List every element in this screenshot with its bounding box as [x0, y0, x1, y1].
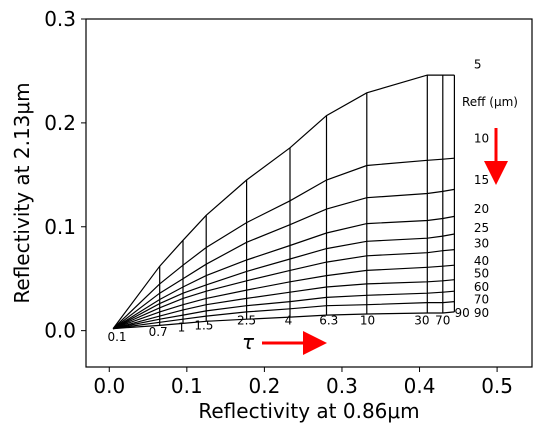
- reff-label: 70: [474, 292, 489, 306]
- tau-label: 70: [435, 313, 450, 327]
- y-tick-label: 0.2: [44, 111, 76, 135]
- x-tick-label: 0.0: [93, 374, 125, 398]
- reff-label: 50: [474, 267, 489, 281]
- tau-label: 90: [455, 306, 470, 320]
- reff-label: 15: [474, 173, 489, 187]
- tau-label: 0.7: [149, 325, 168, 339]
- reff-title: Reff (μm): [462, 95, 518, 109]
- reff-label: 25: [474, 221, 489, 235]
- reff-label: 20: [474, 202, 489, 216]
- tau-symbol: τ: [242, 330, 255, 354]
- tau-label: 2.5: [237, 313, 256, 327]
- lut-grid: [112, 74, 455, 330]
- y-tick-label: 0.3: [44, 7, 76, 31]
- tau-label: 6.3: [319, 313, 338, 327]
- tau-label: 1.5: [194, 319, 213, 333]
- tau-label: 0.1: [107, 330, 126, 344]
- x-tick-label: 0.3: [326, 374, 358, 398]
- x-axis-label: Reflectivity at 0.86μm: [198, 399, 419, 423]
- x-axis-ticks: 0.0 0.1 0.2 0.3 0.4 0.5: [93, 367, 513, 398]
- plot-frame: [85, 18, 533, 368]
- x-tick-label: 0.1: [171, 374, 203, 398]
- y-tick-label: 0.1: [44, 215, 76, 239]
- reff-label: 10: [474, 131, 489, 145]
- reff-label: 60: [474, 280, 489, 294]
- tau-label: 1: [178, 321, 186, 335]
- x-tick-label: 0.5: [481, 374, 513, 398]
- y-axis-label: Reflectivity at 2.13μm: [10, 82, 34, 303]
- tau-label: 10: [360, 313, 375, 327]
- tau-label: 30: [414, 313, 429, 327]
- reff-curve-15: [112, 188, 455, 330]
- y-axis-ticks: 0.0 0.1 0.2 0.3: [44, 7, 86, 343]
- x-tick-label: 0.2: [248, 374, 280, 398]
- reff-label: 5: [474, 58, 482, 72]
- tau-label: 4: [285, 313, 293, 327]
- reff-label: 30: [474, 236, 489, 250]
- reff-label: 40: [474, 254, 489, 268]
- tau-labels: 0.1 0.7 1 1.5 2.5 4 6.3 10 30 70 90: [107, 306, 469, 344]
- reff-label: 90: [474, 306, 489, 320]
- y-tick-label: 0.0: [44, 319, 76, 343]
- x-tick-label: 0.4: [404, 374, 436, 398]
